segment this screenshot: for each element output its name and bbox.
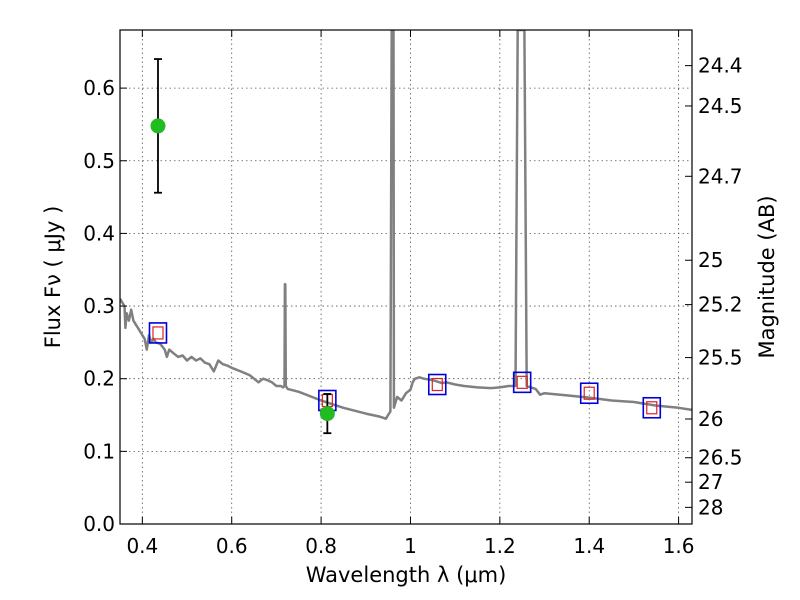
- y-tick-label: 0.2: [83, 367, 115, 391]
- y-tick-label: 0.6: [83, 76, 115, 100]
- x-tick-label: 0.6: [216, 534, 248, 558]
- model-photometry-inner-box: [431, 377, 443, 392]
- model-photometry-box: [579, 382, 599, 405]
- y2-tick-label: 26: [698, 407, 723, 431]
- observed-photometry-point: [150, 118, 166, 134]
- model-photometry-inner-box: [152, 326, 164, 340]
- axis-ticks: 0.4 0.6 0.8 1 1.2 1.4 1.6 0.0 0.1 0.2 0.3 0.4 0.5 0.6…: [83, 30, 743, 558]
- observed-photometry-point: [319, 406, 335, 422]
- model-photometry-inner-box: [583, 386, 595, 400]
- model-photometry-box: [512, 371, 532, 394]
- y2-axis-label: Magnitude (AB): [755, 195, 779, 358]
- y2-tick-label: 24.4: [698, 54, 743, 78]
- x-tick-label: 1.6: [663, 534, 695, 558]
- y-tick-label: 0.1: [83, 439, 115, 463]
- y2-tick-label: 27: [698, 470, 723, 494]
- model-photometry-box: [148, 322, 168, 344]
- y-tick-label: 0.5: [83, 149, 115, 173]
- y-tick-label: 0.3: [83, 294, 115, 318]
- y-tick-label: 0.0: [83, 512, 115, 536]
- model-photometry-box: [427, 373, 447, 396]
- model-photometry-inner-box: [516, 375, 528, 389]
- data-series: [120, 30, 692, 435]
- model-photometry-inner-box: [646, 401, 658, 415]
- y2-tick-label: 24.7: [698, 164, 743, 188]
- x-axis-label: Wavelength λ (μm): [306, 563, 507, 587]
- y-tick-label: 0.4: [83, 221, 115, 245]
- x-tick-label: 0.8: [305, 534, 337, 558]
- y2-tick-label: 25.2: [698, 293, 743, 317]
- x-tick-label: 0.4: [126, 534, 158, 558]
- y2-tick-label: 26.5: [698, 446, 743, 470]
- x-tick-label: 1.4: [573, 534, 605, 558]
- model-photometry-box: [642, 396, 662, 419]
- series-group: [120, 30, 692, 435]
- grid-lines: [120, 30, 692, 525]
- x-tick-label: 1.2: [484, 534, 516, 558]
- x-tick-label: 1: [404, 534, 417, 558]
- plot-frame: [119, 29, 693, 525]
- y2-tick-label: 24.5: [698, 94, 743, 118]
- y2-tick-label: 25: [698, 248, 723, 272]
- y2-tick-label: 25.5: [698, 346, 743, 370]
- y-axis-label: Flux Fν ( μJy ): [41, 206, 65, 349]
- y2-tick-label: 28: [698, 495, 723, 519]
